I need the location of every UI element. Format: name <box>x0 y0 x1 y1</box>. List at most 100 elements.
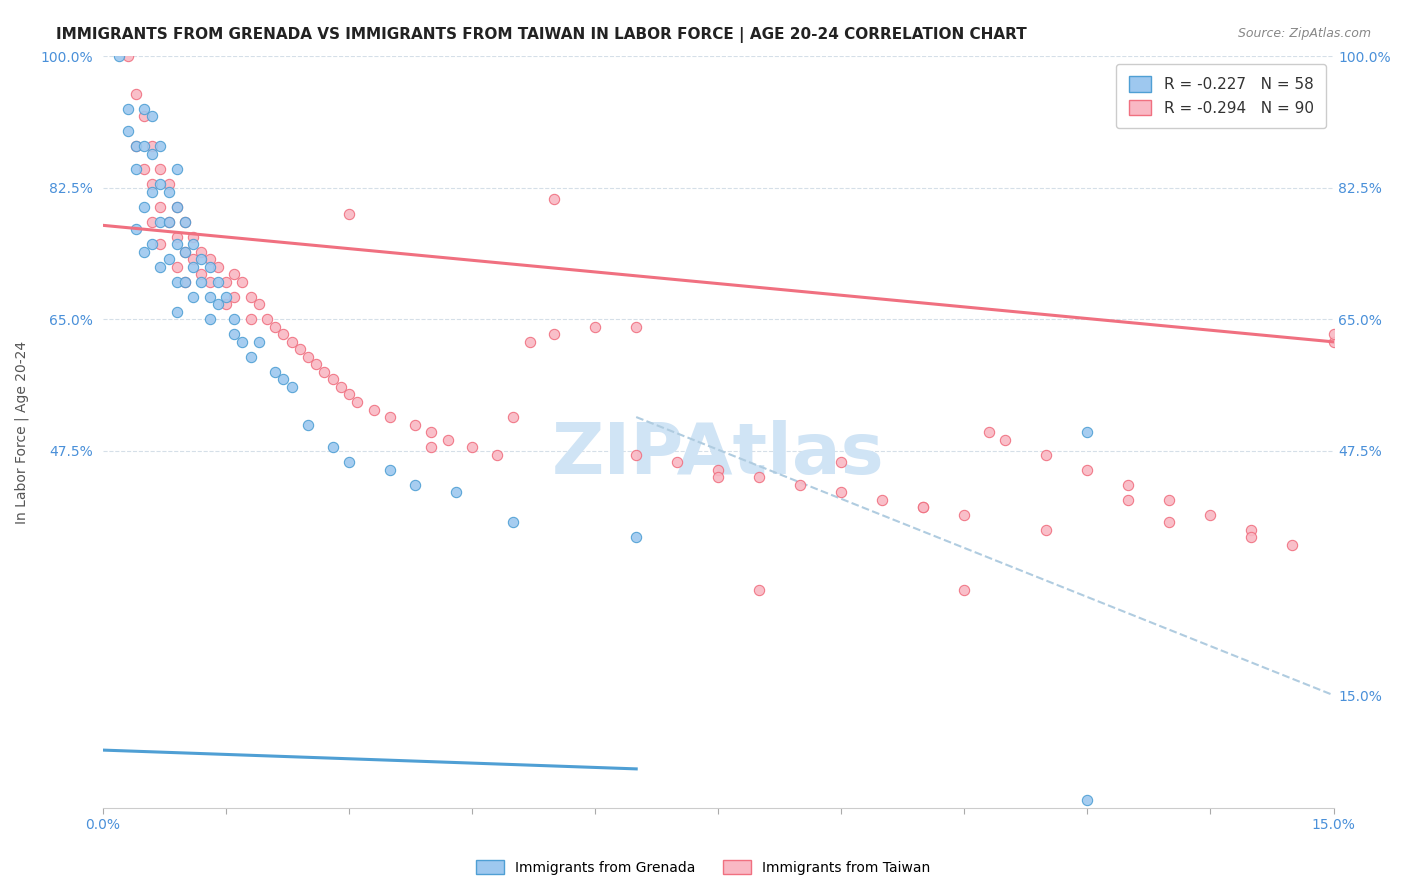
Text: IMMIGRANTS FROM GRENADA VS IMMIGRANTS FROM TAIWAN IN LABOR FORCE | AGE 20-24 COR: IMMIGRANTS FROM GRENADA VS IMMIGRANTS FR… <box>56 27 1026 43</box>
Point <box>157 252 180 267</box>
Point <box>141 237 163 252</box>
Point <box>215 297 238 311</box>
Point <box>166 200 188 214</box>
Point <box>141 139 163 153</box>
Point <box>157 185 180 199</box>
Point <box>436 433 458 447</box>
Point <box>912 500 935 515</box>
Point <box>519 334 541 349</box>
Point <box>789 477 811 491</box>
Point <box>624 448 647 462</box>
Point <box>624 319 647 334</box>
Point <box>1199 508 1222 522</box>
Point <box>190 267 212 281</box>
Point <box>264 319 287 334</box>
Point <box>149 177 172 191</box>
Point <box>363 402 385 417</box>
Point <box>108 49 131 63</box>
Point <box>1076 793 1098 807</box>
Point <box>117 124 139 138</box>
Point <box>280 334 302 349</box>
Point <box>215 290 238 304</box>
Legend: R = -0.227   N = 58, R = -0.294   N = 90: R = -0.227 N = 58, R = -0.294 N = 90 <box>1116 64 1326 128</box>
Point <box>181 290 204 304</box>
Point <box>141 109 163 123</box>
Point <box>141 177 163 191</box>
Text: Source: ZipAtlas.com: Source: ZipAtlas.com <box>1237 27 1371 40</box>
Point <box>666 455 689 469</box>
Point <box>157 214 180 228</box>
Point <box>420 440 443 454</box>
Point <box>322 372 344 386</box>
Point <box>872 492 894 507</box>
Point <box>198 290 221 304</box>
Point <box>231 334 253 349</box>
Point <box>181 237 204 252</box>
Point <box>166 275 188 289</box>
Point <box>247 297 270 311</box>
Point <box>830 485 852 500</box>
Point <box>125 139 148 153</box>
Point <box>239 290 262 304</box>
Point <box>166 237 188 252</box>
Point <box>149 260 172 274</box>
Point <box>149 237 172 252</box>
Point <box>239 350 262 364</box>
Point <box>337 207 360 221</box>
Point <box>1076 425 1098 439</box>
Point <box>181 260 204 274</box>
Point <box>485 448 508 462</box>
Point <box>207 297 229 311</box>
Point <box>420 425 443 439</box>
Point <box>1281 538 1303 552</box>
Point <box>198 252 221 267</box>
Point <box>181 252 204 267</box>
Point <box>149 214 172 228</box>
Point <box>174 244 197 259</box>
Point <box>583 319 606 334</box>
Point <box>174 214 197 228</box>
Point <box>256 312 278 326</box>
Point <box>224 312 246 326</box>
Point <box>132 109 155 123</box>
Point <box>502 410 524 425</box>
Point <box>305 358 328 372</box>
Point <box>132 161 155 176</box>
Point <box>125 161 148 176</box>
Point <box>190 244 212 259</box>
Point <box>912 500 935 515</box>
Y-axis label: In Labor Force | Age 20-24: In Labor Force | Age 20-24 <box>15 341 30 524</box>
Point <box>314 365 336 379</box>
Point <box>141 185 163 199</box>
Point <box>149 139 172 153</box>
Point <box>1322 327 1344 342</box>
Point <box>977 425 1000 439</box>
Point <box>166 161 188 176</box>
Point <box>207 260 229 274</box>
Point <box>224 267 246 281</box>
Point <box>132 139 155 153</box>
Point <box>1118 477 1140 491</box>
Point <box>1159 516 1181 530</box>
Point <box>1035 448 1057 462</box>
Point <box>166 260 188 274</box>
Point <box>174 214 197 228</box>
Point <box>297 350 319 364</box>
Point <box>707 463 730 477</box>
Point <box>166 305 188 319</box>
Point <box>132 102 155 116</box>
Point <box>297 417 319 432</box>
Point <box>117 49 139 63</box>
Point <box>149 161 172 176</box>
Point <box>215 275 238 289</box>
Point <box>224 327 246 342</box>
Point <box>224 290 246 304</box>
Point <box>337 387 360 401</box>
Point <box>543 327 565 342</box>
Point <box>264 365 287 379</box>
Point <box>1322 334 1344 349</box>
Point <box>141 214 163 228</box>
Point <box>117 102 139 116</box>
Point <box>378 410 401 425</box>
Point <box>1240 523 1263 537</box>
